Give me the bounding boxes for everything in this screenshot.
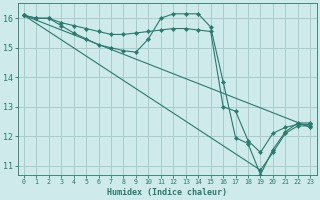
- X-axis label: Humidex (Indice chaleur): Humidex (Indice chaleur): [107, 188, 227, 197]
